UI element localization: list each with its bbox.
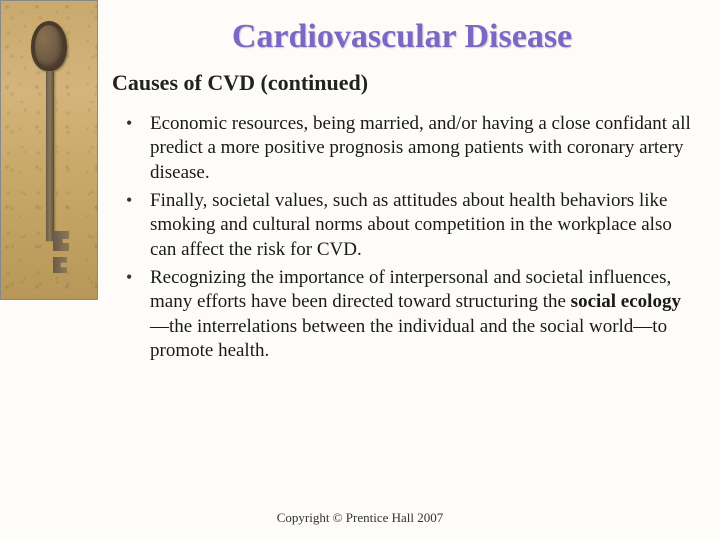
slide-title: Cardiovascular Disease — [112, 18, 692, 56]
copyright-footer: Copyright © Prentice Hall 2007 — [0, 510, 720, 526]
slide-content: Cardiovascular Disease Causes of CVD (co… — [106, 0, 720, 540]
bullet-list: Economic resources, being married, and/o… — [112, 112, 692, 363]
key-graphic — [31, 21, 69, 281]
bullet-item: Economic resources, being married, and/o… — [120, 112, 692, 185]
bullet-item: Finally, societal values, such as attitu… — [120, 189, 692, 262]
sidebar-texture — [0, 0, 98, 300]
slide-subtitle: Causes of CVD (continued) — [112, 70, 692, 96]
bullet-item: Recognizing the importance of interperso… — [120, 266, 692, 363]
